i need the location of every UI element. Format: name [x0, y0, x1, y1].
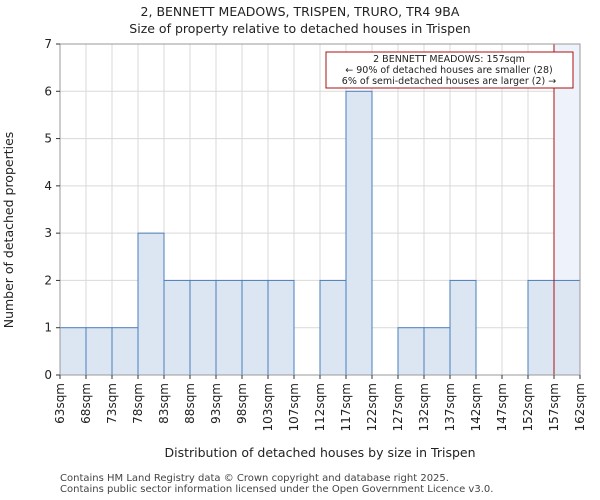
- bar: [267, 279, 295, 376]
- y-tick-label: 5: [44, 132, 52, 146]
- y-tick-label: 1: [44, 321, 52, 335]
- chart-subtitle: Size of property relative to detached ho…: [129, 21, 470, 36]
- x-tick-label: 78sqm: [131, 383, 145, 424]
- x-tick-label: 127sqm: [391, 383, 405, 431]
- x-tick-label: 122sqm: [365, 383, 379, 431]
- x-tick-label: 73sqm: [105, 383, 119, 424]
- bar: [137, 232, 165, 376]
- x-tick-label: 147sqm: [495, 383, 509, 431]
- bar: [85, 327, 113, 376]
- annotation-line3: 6% of semi-detached houses are larger (2…: [342, 76, 556, 87]
- x-tick-label: 137sqm: [443, 383, 457, 431]
- x-tick-label: 93sqm: [209, 383, 223, 424]
- y-tick-label: 3: [44, 226, 52, 240]
- bar: [111, 327, 139, 376]
- x-tick-label: 98sqm: [235, 383, 249, 424]
- footer-line1: Contains HM Land Registry data © Crown c…: [60, 473, 449, 484]
- annotation-line2: ← 90% of detached houses are smaller (28…: [345, 65, 552, 76]
- y-tick-label: 7: [44, 37, 52, 51]
- x-tick-label: 107sqm: [287, 383, 301, 431]
- bar: [319, 279, 347, 376]
- annotation-box: 2 BENNETT MEADOWS: 157sqm ← 90% of detac…: [325, 51, 574, 89]
- bar: [397, 327, 425, 376]
- y-tick-label: 0: [44, 368, 52, 382]
- x-tick-label: 63sqm: [53, 383, 67, 424]
- bar: [345, 90, 373, 376]
- y-axis-label: Number of detached properties: [1, 132, 16, 329]
- x-tick-label: 103sqm: [261, 383, 275, 431]
- x-tick-label: 132sqm: [417, 383, 431, 431]
- bar: [189, 279, 217, 376]
- x-tick-label: 162sqm: [573, 383, 587, 431]
- annotation-border: [325, 51, 574, 89]
- bar: [527, 279, 555, 376]
- bar: [163, 279, 191, 376]
- annotation-line1: 2 BENNETT MEADOWS: 157sqm: [373, 54, 525, 65]
- x-tick-label: 117sqm: [339, 383, 353, 431]
- y-tick-label: 2: [44, 273, 52, 287]
- bar: [553, 279, 581, 376]
- x-tick-label: 112sqm: [313, 383, 327, 431]
- bar: [215, 279, 243, 376]
- y-tick-label: 6: [44, 84, 52, 98]
- x-tick-label: 142sqm: [469, 383, 483, 431]
- x-tick-label: 88sqm: [183, 383, 197, 424]
- bar: [423, 327, 451, 376]
- x-tick-label: 83sqm: [157, 383, 171, 424]
- bar: [59, 327, 87, 376]
- bar: [449, 279, 477, 376]
- chart-title: 2, BENNETT MEADOWS, TRISPEN, TRURO, TR4 …: [141, 4, 460, 19]
- x-axis-label: Distribution of detached houses by size …: [164, 445, 475, 460]
- y-tick-label: 4: [44, 179, 52, 193]
- plot-area: 0 1 2 3 4 5 6 7 63sqm 68sqm 73sqm 78sqm 83sqm 88sqm 93…: [44, 37, 587, 431]
- footer-line2: Contains public sector information licen…: [60, 484, 494, 495]
- bar: [241, 279, 269, 376]
- x-tick-label: 152sqm: [521, 383, 535, 431]
- x-tick-label: 157sqm: [547, 383, 561, 431]
- x-tick-label: 68sqm: [79, 383, 93, 424]
